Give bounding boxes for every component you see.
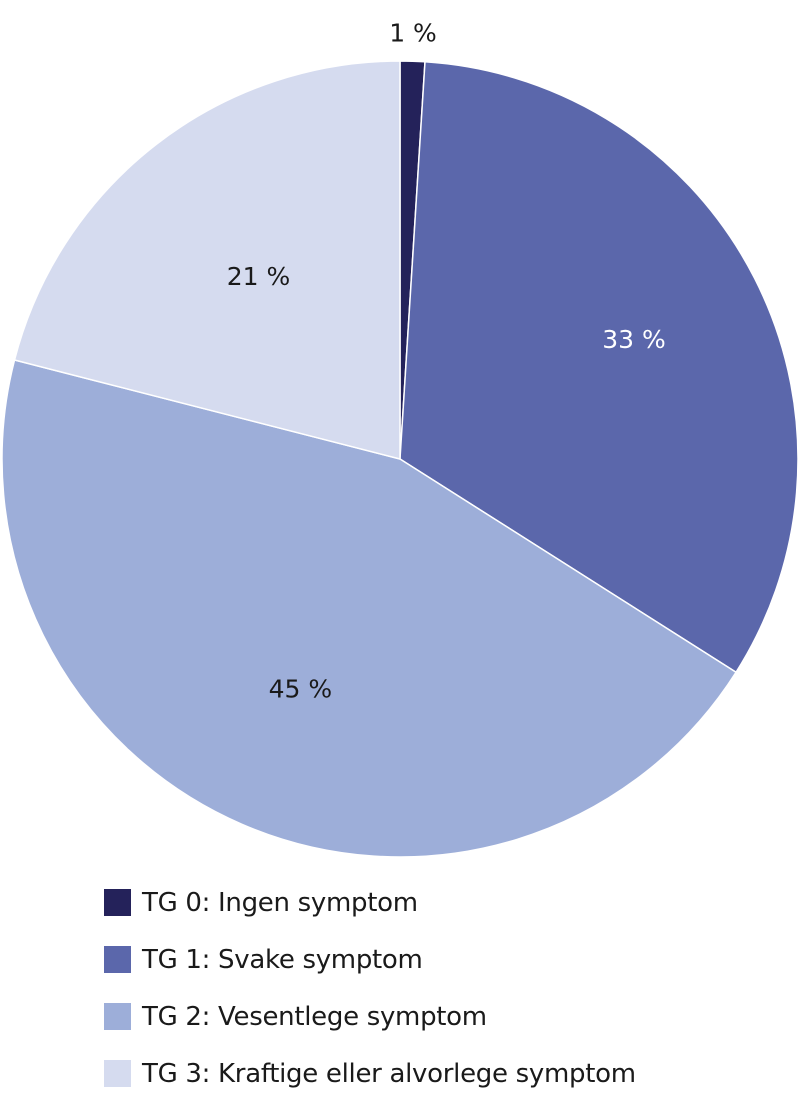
data-label-1: 33 %	[602, 325, 666, 354]
legend: TG 0: Ingen symptom TG 1: Svake symptom …	[104, 874, 636, 1102]
data-label-3: 21 %	[227, 262, 291, 291]
legend-item-tg3: TG 3: Kraftige eller alvorlege symptom	[104, 1045, 636, 1102]
legend-label: TG 2: Vesentlege symptom	[142, 1001, 487, 1032]
legend-label: TG 3: Kraftige eller alvorlege symptom	[142, 1058, 636, 1089]
legend-item-tg1: TG 1: Svake symptom	[104, 931, 636, 988]
legend-label: TG 1: Svake symptom	[142, 944, 423, 975]
legend-swatch	[104, 946, 131, 973]
legend-item-tg2: TG 2: Vesentlege symptom	[104, 988, 636, 1045]
legend-label: TG 0: Ingen symptom	[142, 887, 418, 918]
pie-slice-3	[13, 60, 401, 460]
pie-chart: 1 % 33 % 45 % 21 %	[1, 19, 799, 858]
legend-swatch	[104, 1060, 131, 1087]
pie-slice-1	[399, 60, 799, 674]
legend-swatch	[104, 889, 131, 916]
legend-swatch	[104, 1003, 131, 1030]
data-label-2: 45 %	[269, 675, 333, 704]
pie-slice-2	[1, 359, 738, 858]
legend-item-tg0: TG 0: Ingen symptom	[104, 874, 636, 931]
data-label-0: 1 %	[389, 19, 437, 48]
